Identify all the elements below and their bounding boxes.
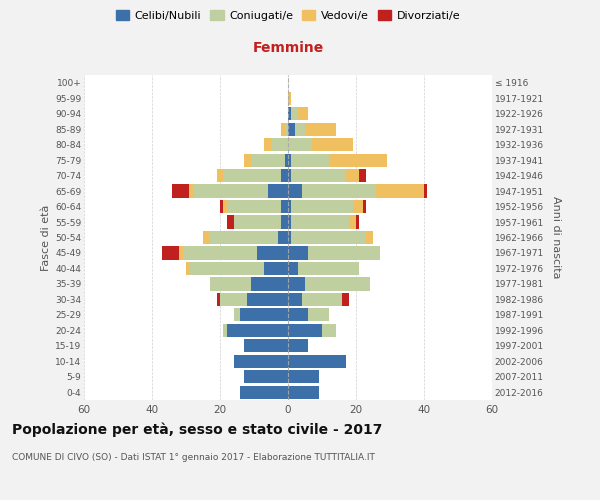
Bar — [288, 231, 292, 244]
Bar — [295, 122, 305, 136]
Bar — [346, 169, 359, 182]
Bar — [233, 354, 288, 368]
Bar — [302, 293, 343, 306]
Bar — [281, 122, 284, 136]
Bar — [288, 200, 292, 213]
Bar — [203, 231, 210, 244]
Bar — [288, 293, 302, 306]
Bar — [288, 107, 292, 120]
Bar — [292, 216, 349, 228]
Bar — [288, 324, 322, 337]
Bar — [288, 122, 295, 136]
Text: Femmine: Femmine — [253, 42, 323, 56]
Y-axis label: Anni di nascita: Anni di nascita — [551, 196, 560, 279]
Bar — [182, 246, 257, 260]
Bar — [284, 154, 288, 166]
Bar — [292, 169, 346, 182]
Bar — [220, 200, 223, 213]
Bar — [264, 138, 271, 151]
Bar — [193, 184, 268, 198]
Bar — [251, 278, 288, 290]
Bar — [244, 154, 251, 166]
Bar — [288, 262, 298, 275]
Bar — [227, 216, 233, 228]
Bar — [322, 324, 335, 337]
Bar — [288, 216, 292, 228]
Bar — [292, 107, 298, 120]
Bar — [288, 370, 319, 384]
Bar — [312, 138, 353, 151]
Bar — [356, 216, 359, 228]
Bar — [366, 231, 373, 244]
Bar — [349, 216, 356, 228]
Bar — [288, 246, 308, 260]
Bar — [217, 169, 223, 182]
Bar — [217, 293, 220, 306]
Bar — [281, 200, 288, 213]
Bar — [220, 293, 247, 306]
Bar — [288, 169, 292, 182]
Bar — [308, 246, 380, 260]
Bar — [233, 308, 241, 322]
Bar — [268, 184, 288, 198]
Bar — [190, 262, 264, 275]
Bar — [292, 154, 329, 166]
Bar — [298, 107, 308, 120]
Bar — [302, 184, 376, 198]
Bar — [264, 262, 288, 275]
Bar — [353, 200, 363, 213]
Bar — [251, 154, 284, 166]
Bar — [190, 184, 193, 198]
Bar — [186, 262, 190, 275]
Bar — [363, 200, 366, 213]
Bar — [162, 246, 179, 260]
Bar — [376, 184, 424, 198]
Bar — [244, 370, 288, 384]
Bar — [288, 308, 308, 322]
Bar — [288, 340, 308, 352]
Bar — [288, 184, 302, 198]
Bar — [305, 278, 370, 290]
Bar — [292, 200, 353, 213]
Bar — [179, 246, 182, 260]
Bar — [308, 308, 329, 322]
Bar — [288, 386, 319, 399]
Bar — [210, 278, 251, 290]
Bar — [233, 216, 281, 228]
Bar — [288, 278, 305, 290]
Bar — [244, 340, 288, 352]
Y-axis label: Fasce di età: Fasce di età — [41, 204, 51, 270]
Bar — [424, 184, 427, 198]
Bar — [281, 169, 288, 182]
Bar — [223, 200, 227, 213]
Bar — [343, 293, 349, 306]
Bar — [210, 231, 278, 244]
Legend: Celibi/Nubili, Coniugati/e, Vedovi/e, Divorziati/e: Celibi/Nubili, Coniugati/e, Vedovi/e, Di… — [112, 6, 464, 25]
Bar — [271, 138, 288, 151]
Bar — [359, 169, 366, 182]
Bar — [257, 246, 288, 260]
Bar — [288, 92, 292, 105]
Bar — [227, 200, 281, 213]
Bar — [241, 386, 288, 399]
Bar — [281, 216, 288, 228]
Bar — [172, 184, 190, 198]
Bar — [298, 262, 359, 275]
Text: COMUNE DI CIVO (SO) - Dati ISTAT 1° gennaio 2017 - Elaborazione TUTTITALIA.IT: COMUNE DI CIVO (SO) - Dati ISTAT 1° genn… — [12, 452, 375, 462]
Bar — [329, 154, 386, 166]
Bar — [288, 138, 312, 151]
Bar — [288, 354, 346, 368]
Bar — [305, 122, 335, 136]
Text: Popolazione per età, sesso e stato civile - 2017: Popolazione per età, sesso e stato civil… — [12, 422, 382, 437]
Bar — [227, 324, 288, 337]
Bar — [292, 231, 366, 244]
Bar — [241, 308, 288, 322]
Bar — [223, 324, 227, 337]
Bar — [278, 231, 288, 244]
Bar — [247, 293, 288, 306]
Bar — [223, 169, 281, 182]
Bar — [284, 122, 288, 136]
Bar — [288, 154, 292, 166]
